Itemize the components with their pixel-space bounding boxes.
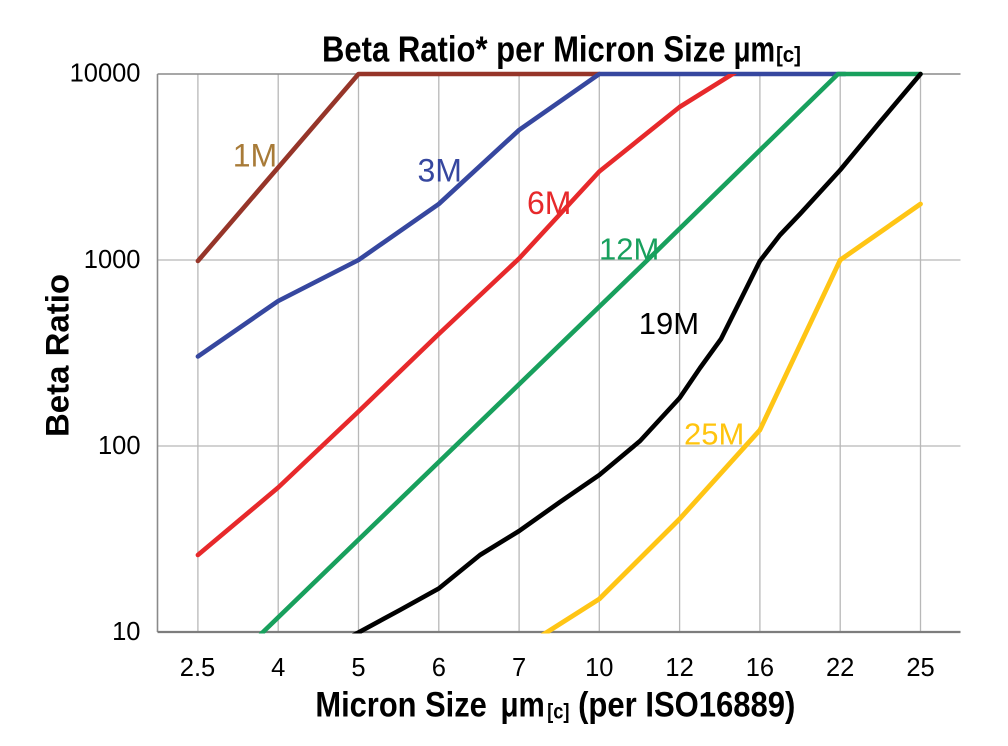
- svg-text:100: 100: [98, 432, 141, 460]
- svg-text:[c]: [c]: [547, 701, 569, 724]
- svg-text:μm: μm: [501, 686, 545, 725]
- svg-text:1M: 1M: [233, 137, 277, 173]
- svg-text:3M: 3M: [418, 153, 462, 189]
- svg-text:19M: 19M: [639, 306, 699, 341]
- svg-text:10: 10: [585, 654, 613, 682]
- svg-text:6: 6: [432, 654, 446, 682]
- svg-text:1000: 1000: [84, 246, 141, 274]
- svg-text:[c]: [c]: [776, 42, 801, 67]
- svg-text:12M: 12M: [599, 232, 659, 267]
- svg-text:10000: 10000: [70, 60, 141, 88]
- svg-text:5: 5: [351, 654, 365, 682]
- svg-text:12: 12: [665, 654, 693, 682]
- svg-text:10: 10: [112, 618, 140, 646]
- svg-text:Micron Size: Micron Size: [315, 686, 486, 725]
- svg-text:25M: 25M: [684, 417, 744, 452]
- svg-text:4: 4: [271, 654, 285, 682]
- svg-text:(per ISO16889): (per ISO16889): [578, 686, 795, 725]
- svg-text:Beta Ratio: Beta Ratio: [40, 274, 76, 437]
- svg-text:6M: 6M: [527, 185, 571, 221]
- svg-text:16: 16: [746, 654, 774, 682]
- svg-text:Beta Ratio* per Micron Size: Beta Ratio* per Micron Size: [322, 29, 726, 70]
- svg-text:μm: μm: [734, 29, 775, 70]
- svg-text:22: 22: [826, 654, 854, 682]
- svg-text:2.5: 2.5: [180, 654, 215, 682]
- svg-text:7: 7: [512, 654, 526, 682]
- svg-text:25: 25: [906, 654, 934, 682]
